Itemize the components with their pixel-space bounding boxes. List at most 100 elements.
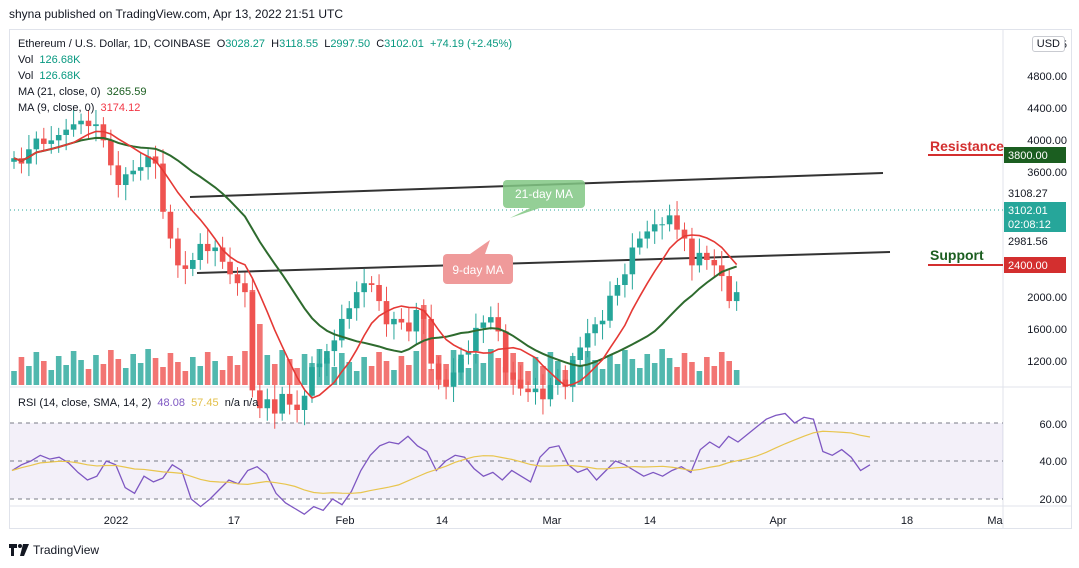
last-price-label: 3102.01 bbox=[1008, 205, 1048, 217]
ma21-price-label: 3108.27 bbox=[1008, 188, 1048, 200]
volume-bar bbox=[361, 357, 367, 385]
ma21-price-label-bg bbox=[1004, 185, 1066, 201]
ma9-price-label: 2981.56 bbox=[1008, 236, 1048, 248]
ma21-value: 3265.59 bbox=[106, 86, 147, 98]
candle-body bbox=[674, 215, 680, 230]
candle-body bbox=[569, 360, 576, 387]
candle-body bbox=[495, 317, 502, 332]
candle-body bbox=[227, 261, 233, 275]
volume-bar bbox=[339, 353, 345, 385]
ma9-tag-pointer bbox=[470, 240, 490, 254]
candle-body bbox=[383, 301, 390, 325]
candle-body bbox=[115, 165, 122, 185]
candle-body bbox=[391, 318, 397, 325]
candle-body bbox=[502, 331, 509, 373]
candle-body bbox=[622, 274, 628, 285]
volume-bar bbox=[204, 352, 211, 385]
volume-bar bbox=[130, 354, 136, 385]
candle-body bbox=[607, 295, 613, 321]
volume-bar bbox=[644, 354, 651, 385]
resistance-label: Resistance bbox=[930, 138, 1004, 154]
chart-canvas[interactable]: 21-day MA9-day MAResistanceSupport54800.… bbox=[10, 30, 1072, 529]
volume-bar bbox=[696, 371, 703, 385]
legend-ma9-row[interactable]: MA (9, close, 0) 3174.12 bbox=[18, 100, 512, 116]
volume-bar bbox=[197, 366, 204, 385]
volume-bar bbox=[674, 367, 680, 385]
high-value: 3118.55 bbox=[279, 38, 319, 50]
volume-bar bbox=[599, 369, 606, 385]
volume-bar bbox=[301, 354, 308, 385]
candle-body bbox=[689, 238, 695, 266]
ma21-tag-pointer bbox=[510, 208, 540, 218]
candle-body bbox=[122, 174, 129, 185]
ma21-tag-label: 21-day MA bbox=[515, 187, 573, 201]
candle-body bbox=[85, 120, 92, 127]
volume-bar bbox=[592, 360, 598, 385]
legend-ma21-row[interactable]: MA (21, close, 0) 3265.59 bbox=[18, 84, 512, 100]
volume-bar bbox=[257, 324, 263, 385]
candle-body bbox=[197, 243, 204, 260]
candle-body bbox=[316, 363, 323, 368]
time-tick-label: Mar bbox=[543, 515, 562, 527]
candle-body bbox=[339, 318, 345, 341]
candle-body bbox=[517, 379, 524, 389]
volume-bar bbox=[428, 369, 434, 385]
rsi-legend[interactable]: RSI (14, close, SMA, 14, 2) 48.08 57.45 … bbox=[18, 397, 258, 409]
volume-bar bbox=[532, 357, 539, 385]
volume-bar bbox=[577, 365, 583, 385]
volume-bar bbox=[622, 350, 628, 385]
candle-body bbox=[651, 224, 658, 232]
volume-bar bbox=[704, 357, 710, 385]
candle-body bbox=[398, 318, 405, 323]
publisher-line: shyna published on TradingView.com, Apr … bbox=[9, 7, 343, 21]
volume-bar bbox=[689, 362, 695, 385]
rsi-extra: n/a n/a bbox=[224, 397, 259, 409]
ma21-label: MA (21, close, 0) bbox=[18, 86, 101, 98]
candle-body bbox=[33, 138, 40, 150]
price-tick-label: 3600.00 bbox=[1027, 167, 1067, 179]
candle-body bbox=[681, 229, 688, 239]
volume-bar bbox=[346, 362, 353, 385]
candle-body bbox=[346, 308, 353, 319]
low-value: 2997.50 bbox=[330, 38, 371, 50]
legend-vol-row-2[interactable]: Vol 126.68K bbox=[18, 68, 512, 84]
candle-body bbox=[145, 156, 151, 168]
candle-body bbox=[108, 140, 114, 166]
time-tick-label: 17 bbox=[228, 515, 240, 527]
candle-body bbox=[592, 324, 598, 334]
symbol-label[interactable]: Ethereum / U.S. Dollar, 1D, COINBASE bbox=[18, 38, 211, 50]
footer-brand[interactable]: TradingView bbox=[33, 543, 100, 557]
candle-body bbox=[532, 388, 539, 393]
time-tick-label: 14 bbox=[644, 515, 656, 527]
currency-button[interactable]: USD bbox=[1031, 36, 1065, 52]
candle-body bbox=[629, 247, 636, 275]
candle-body bbox=[599, 320, 606, 325]
candle-body bbox=[78, 120, 84, 125]
candle-body bbox=[249, 292, 256, 391]
volume-bar bbox=[115, 359, 122, 385]
tradingview-logo-icon[interactable] bbox=[9, 544, 29, 556]
chart-frame[interactable]: 21-day MA9-day MAResistanceSupport54800.… bbox=[9, 29, 1072, 529]
open-value: 3028.27 bbox=[225, 38, 266, 50]
candle-body bbox=[473, 327, 479, 352]
volume-bar bbox=[167, 353, 174, 385]
support-price-label: 2400.00 bbox=[1008, 260, 1048, 272]
volume-bar bbox=[525, 371, 531, 385]
candle-body bbox=[480, 322, 487, 328]
volume-bar bbox=[70, 351, 77, 385]
candle-body bbox=[182, 265, 189, 269]
volume-bar bbox=[398, 356, 405, 385]
legend-vol-row-1[interactable]: Vol 126.68K bbox=[18, 52, 512, 68]
volume-bar bbox=[48, 370, 55, 385]
candle-body bbox=[614, 285, 621, 296]
candle-body bbox=[234, 274, 241, 284]
resistance-price-label: 3800.00 bbox=[1008, 150, 1048, 162]
candle-body bbox=[637, 238, 643, 248]
volume-bar bbox=[391, 370, 397, 385]
candle-body bbox=[413, 310, 420, 332]
candle-body bbox=[219, 247, 226, 262]
candle-body bbox=[63, 129, 69, 135]
candle-body bbox=[718, 265, 725, 277]
volume-bar bbox=[264, 355, 271, 385]
candle-body bbox=[257, 390, 263, 409]
